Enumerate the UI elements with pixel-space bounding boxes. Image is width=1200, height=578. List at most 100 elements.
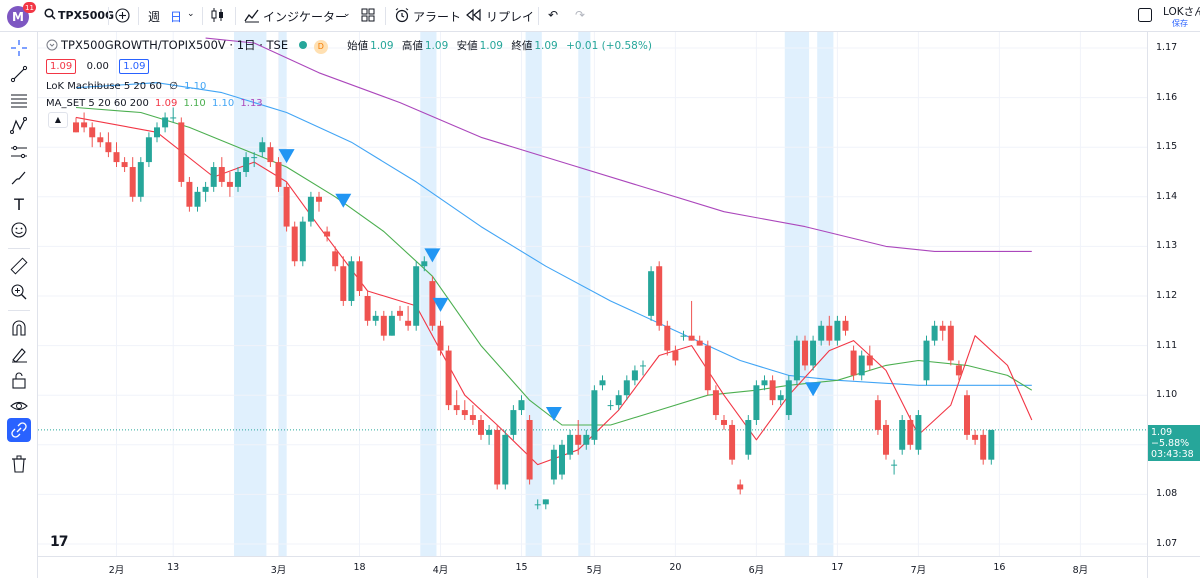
indicators-dropdown-icon[interactable]: ⌄ — [343, 9, 351, 19]
candle-down — [429, 281, 436, 326]
collapse-icon[interactable] — [46, 39, 58, 51]
candle-down — [955, 365, 962, 376]
notification-badge: 11 — [23, 2, 36, 13]
ruler-icon[interactable] — [7, 254, 31, 278]
replay-button[interactable]: リプレイ — [486, 10, 535, 24]
candle-up — [372, 315, 379, 321]
candle-down — [340, 266, 347, 301]
candle-down — [907, 420, 914, 445]
price-tick-label: 1.08 — [1156, 488, 1178, 500]
candle-type-icon[interactable] — [210, 7, 226, 26]
candle-down — [397, 310, 403, 316]
legend-title[interactable]: TPX500GROWTH/TOPIX500V · 1日 · TSE — [61, 38, 289, 52]
time-tick-label: 13 — [167, 562, 180, 573]
candle-down — [721, 420, 727, 425]
candle-up — [793, 340, 800, 381]
pitchfork-icon[interactable] — [7, 114, 31, 138]
candle-up — [542, 499, 549, 505]
candle-down — [802, 340, 808, 366]
candle-up — [623, 380, 630, 396]
candle-down — [461, 410, 468, 416]
candle-up — [202, 186, 209, 192]
interval-week[interactable]: 週 — [148, 10, 161, 24]
magnet-icon[interactable] — [7, 316, 31, 340]
ma60-line — [75, 82, 1032, 386]
candle-up — [834, 320, 841, 341]
price-chart[interactable] — [38, 32, 1147, 556]
lock-icon[interactable] — [7, 368, 31, 392]
candle-down — [97, 137, 104, 143]
symbol-name[interactable]: TPX500G — [58, 9, 115, 22]
horizontal-lines-icon[interactable] — [7, 88, 31, 112]
save-label[interactable]: 保存 — [1172, 19, 1188, 28]
chart-pane[interactable]: TPX500GROWTH/TOPIX500V · 1日 · TSE D 始値 1.… — [38, 32, 1147, 556]
candle-down — [478, 420, 484, 435]
stay-in-drawing-icon[interactable] — [7, 342, 31, 366]
redo-icon[interactable]: ↷ — [575, 8, 586, 22]
replay-icon[interactable] — [466, 7, 482, 26]
undo-icon[interactable]: ↶ — [548, 8, 559, 22]
candle-up — [915, 415, 922, 450]
interval-dropdown-icon[interactable]: ⌄ — [187, 9, 195, 19]
brush-icon[interactable] — [7, 166, 31, 190]
tradingview-logo[interactable]: 17 — [50, 534, 69, 550]
avatar[interactable]: M — [7, 6, 29, 28]
open-label: 始値 — [347, 40, 369, 52]
candle-up — [567, 434, 574, 455]
candle-down — [939, 325, 946, 331]
ind2-v2: 1.10 — [183, 98, 206, 109]
crosshair-icon[interactable] — [7, 36, 31, 60]
trash-icon[interactable] — [7, 452, 31, 476]
candle-down — [826, 325, 833, 341]
drawing-toolbar: T — [0, 32, 38, 578]
legend-indicator-2[interactable]: MA_SET 5 20 60 200 1.09 1.10 1.10 1.13 — [46, 98, 263, 109]
candle-down — [672, 350, 679, 361]
high-value: 1.09 — [424, 40, 449, 52]
candle-up — [194, 191, 201, 207]
candle-up — [753, 385, 760, 420]
time-axis[interactable]: 2月 13 3月 18 4月 15 5月 20 6月 17 7月 16 8月 — [38, 556, 1147, 578]
interval-day[interactable]: 日 — [170, 10, 183, 24]
candle-down — [226, 181, 233, 187]
candle-up — [591, 390, 598, 440]
time-tick-label: 4月 — [432, 565, 449, 576]
candle-down — [704, 345, 711, 391]
zoom-in-icon[interactable] — [7, 280, 31, 304]
sidebar-divider — [8, 310, 30, 311]
link-icon[interactable] — [7, 418, 31, 442]
candle-up — [891, 464, 898, 466]
candle-down — [494, 429, 501, 485]
candle-down — [364, 296, 371, 321]
alarm-clock-icon[interactable] — [394, 7, 410, 26]
alert-button[interactable]: アラート — [413, 10, 462, 24]
indicators-icon[interactable] — [244, 7, 260, 26]
market-status-badge[interactable]: D — [313, 40, 328, 54]
candle-down — [178, 122, 185, 182]
time-tick-label: 15 — [515, 562, 528, 573]
bid-value[interactable]: 1.09 — [46, 59, 77, 74]
candle-up — [680, 335, 687, 337]
layout-grid-icon[interactable] — [361, 8, 375, 25]
legend-collapse-button[interactable]: ▲ — [48, 112, 68, 128]
indicators-button[interactable]: インジケーター — [263, 10, 348, 24]
layout-checkbox[interactable] — [1138, 8, 1152, 25]
measure-tools-icon[interactable] — [7, 140, 31, 164]
price-axis[interactable]: 1.17 1.16 1.15 1.14 1.13 1.12 1.11 1.10 1.09 1.08… — [1147, 32, 1200, 556]
user-name[interactable]: LOKさん — [1163, 6, 1200, 18]
price-tick-label: 1.11 — [1156, 339, 1178, 351]
close-value: 1.09 — [534, 40, 558, 52]
trend-line-icon[interactable] — [7, 62, 31, 86]
candle-up — [421, 261, 428, 267]
legend-indicator-1[interactable]: LoK Machibuse 5 20 60 ∅ 1.10 — [46, 81, 206, 92]
symbol-search-icon[interactable] — [44, 8, 56, 23]
session-highlight-band — [420, 32, 437, 556]
close-label: 終値 — [511, 40, 533, 52]
price-tick-label: 1.16 — [1156, 91, 1178, 103]
emoji-icon[interactable] — [7, 218, 31, 242]
text-tool-icon[interactable]: T — [14, 194, 24, 214]
sell-signal-marker — [432, 297, 449, 312]
ask-value[interactable]: 1.09 — [119, 59, 150, 74]
compare-add-icon[interactable] — [115, 8, 130, 26]
candle-up — [923, 340, 930, 381]
eye-icon[interactable] — [7, 394, 31, 418]
